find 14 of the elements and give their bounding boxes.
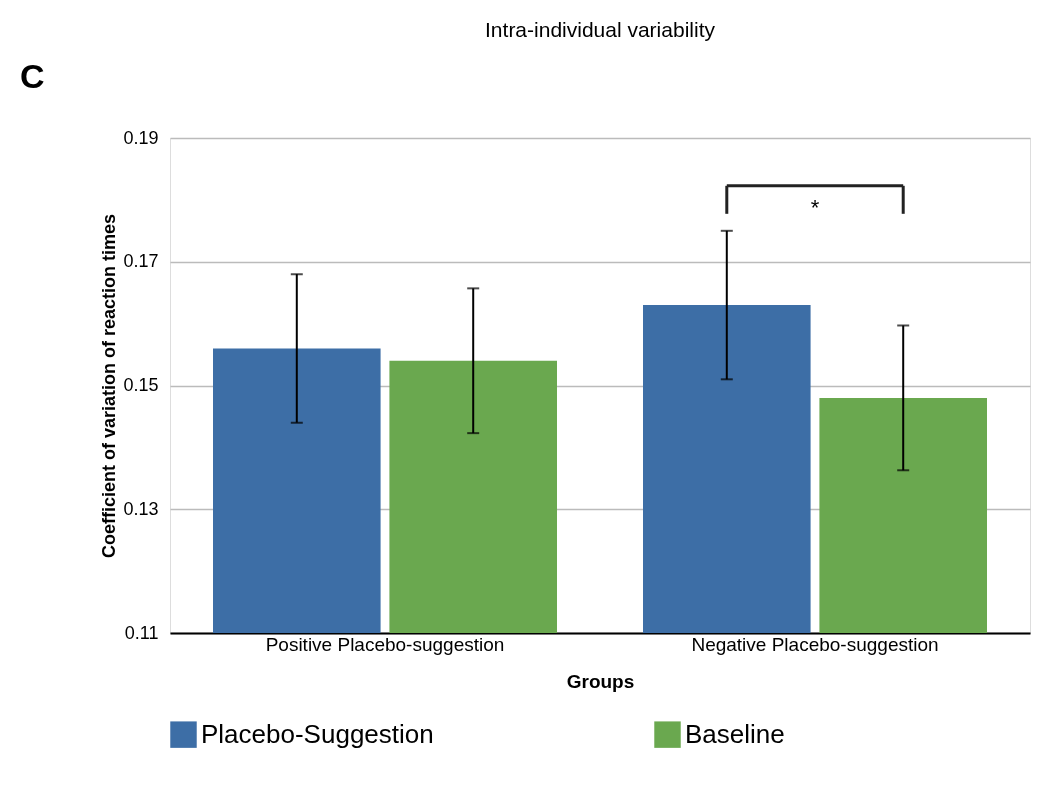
legend-label: Placebo-Suggestion	[201, 718, 434, 749]
chart-title: Intra-individual variability	[485, 18, 716, 41]
y-tick-label: 0.19	[123, 127, 159, 148]
y-axis-title: Coefficient of variation of reaction times	[99, 213, 120, 559]
annotation: *	[810, 194, 820, 220]
y-tick-label: 0.17	[123, 251, 159, 272]
x-axis-title: Groups	[566, 670, 635, 692]
legend-label: Baseline	[685, 718, 785, 749]
y-tick-label: 0.11	[124, 622, 159, 643]
x-tick-label: Negative Placebo-suggestion	[691, 633, 939, 655]
y-tick-label: 0.15	[123, 375, 159, 395]
y-tick-label: 0.13	[123, 498, 159, 519]
text: C	[20, 57, 45, 95]
x-tick-label: Positive Placebo-suggestion	[265, 633, 505, 655]
